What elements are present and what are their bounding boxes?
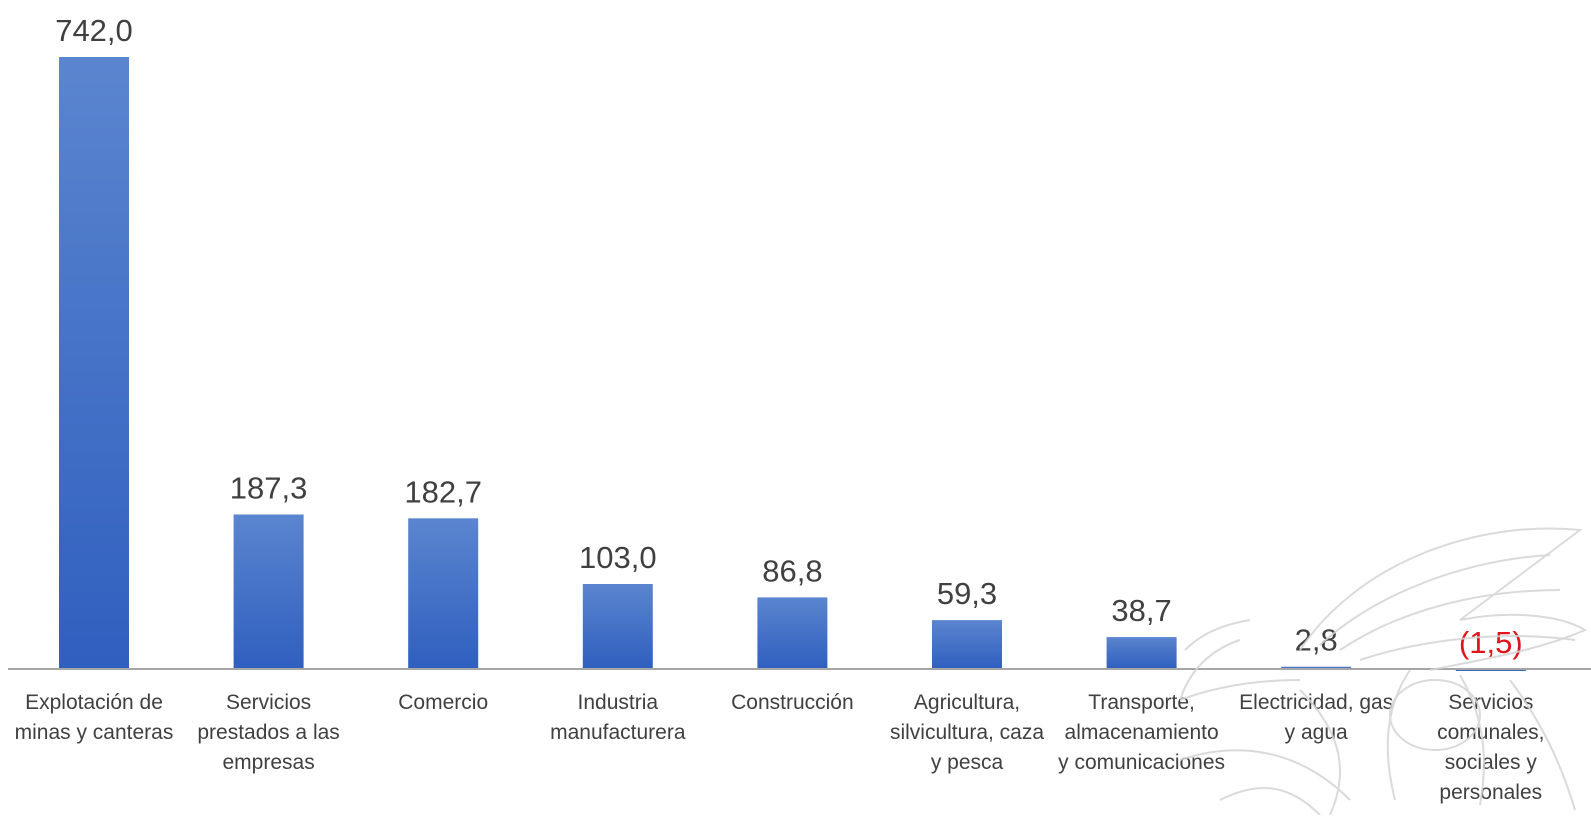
category-label-line: y agua [1285, 721, 1348, 744]
category-label-line: manufacturera [550, 721, 686, 744]
data-label-3: 182,7 [404, 474, 482, 509]
category-label-9: Servicios comunales, sociales y personales [1437, 691, 1544, 804]
bar-4 [582, 584, 653, 669]
bar-2 [233, 514, 304, 669]
bars-layer [59, 57, 1526, 671]
data-label-7: 38,7 [1111, 593, 1171, 628]
category-label-line: empresas [222, 751, 314, 774]
category-label-line: y comunicaciones [1058, 751, 1225, 774]
category-label-line: minas y canteras [15, 721, 174, 744]
category-label-line: almacenamiento [1065, 721, 1219, 744]
category-label-line: Servicios [226, 691, 311, 714]
category-label-line: Construcción [731, 691, 854, 714]
category-label-line: personales [1439, 781, 1542, 804]
category-label-line: Comercio [398, 691, 488, 714]
category-labels-layer: Explotación de minas y canteras Servicios p… [15, 691, 1545, 804]
category-label-line: prestados a las [197, 721, 339, 744]
data-label-4: 103,0 [579, 540, 657, 575]
data-label-9: (1,5) [1459, 625, 1523, 660]
category-label-7: Transporte, almacenamiento y comunicacione… [1058, 691, 1225, 774]
bar-1 [59, 57, 129, 669]
category-label-6: Agricultura, silvicultura, caza y pesca [890, 691, 1044, 774]
category-label-line: Agricultura, [914, 691, 1020, 714]
category-label-3: Comercio [398, 691, 488, 714]
data-label-1: 742,0 [55, 13, 133, 48]
category-label-line: silvicultura, caza [890, 721, 1044, 744]
category-label-line: Transporte, [1088, 691, 1195, 714]
data-label-2: 187,3 [230, 471, 308, 506]
category-label-line: y pesca [931, 751, 1004, 774]
category-label-line: sociales y [1445, 751, 1538, 774]
category-label-8: Electricidad, gas y agua [1239, 691, 1393, 744]
bar-7 [1106, 637, 1177, 669]
category-label-2: Servicios prestados a las empresas [197, 691, 339, 774]
category-label-line: comunales, [1437, 721, 1544, 744]
category-label-4: Industria manufacturera [550, 691, 686, 744]
data-label-6: 59,3 [937, 576, 997, 611]
bar-3 [408, 518, 479, 669]
category-label-5: Construcción [731, 691, 854, 714]
category-label-1: Explotación de minas y canteras [15, 691, 174, 744]
category-label-line: Servicios [1448, 691, 1533, 714]
data-label-8: 2,8 [1295, 623, 1338, 658]
category-label-line: Explotación de [25, 691, 163, 714]
bar-5 [757, 597, 828, 669]
data-label-5: 86,8 [762, 553, 822, 588]
category-label-line: Electricidad, gas [1239, 691, 1393, 714]
bar-6 [932, 620, 1002, 669]
category-label-line: Industria [578, 691, 659, 714]
